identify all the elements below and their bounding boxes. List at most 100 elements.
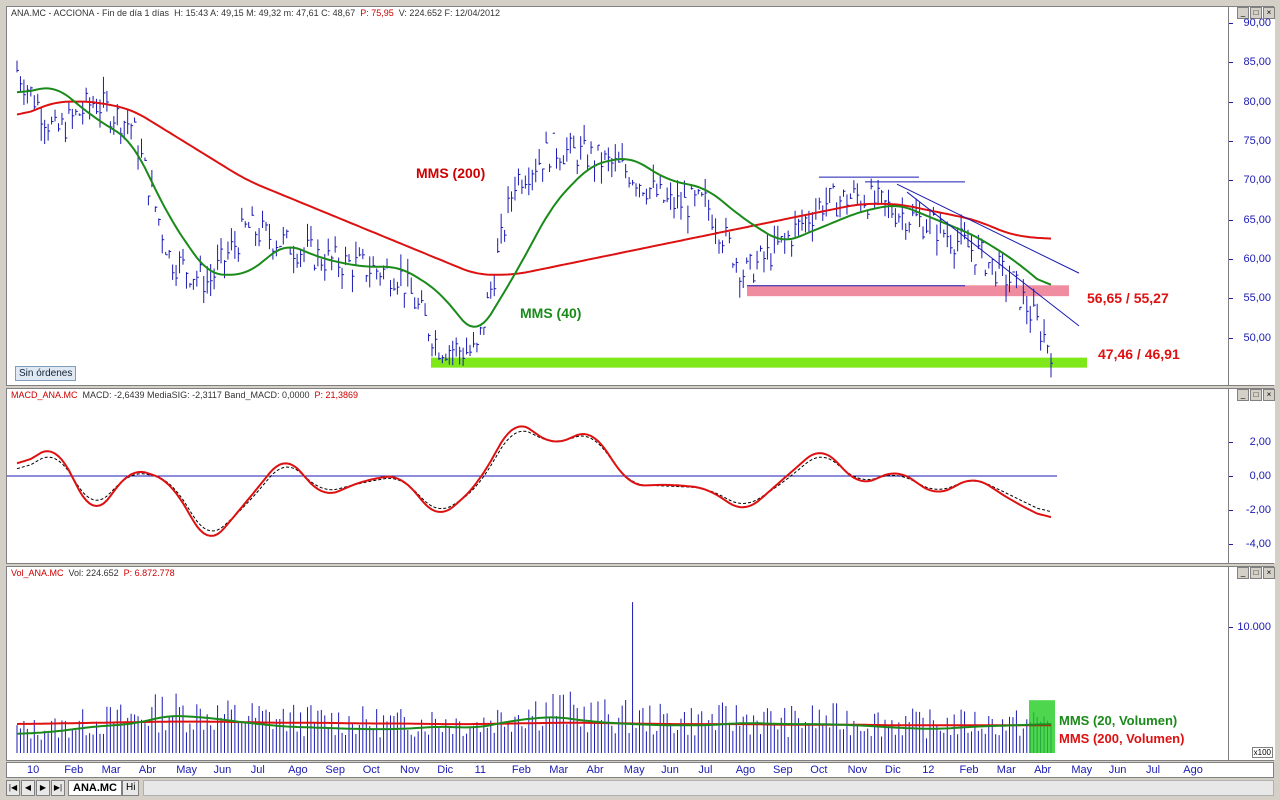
y-tick-mark [1229, 258, 1233, 260]
mms200-line [16, 100, 1052, 276]
volume-header-values: Vol: 224.652 [68, 568, 119, 578]
macd-line [16, 425, 1052, 537]
x-tick-label: May [623, 764, 645, 776]
macd-chart-svg [7, 425, 1057, 537]
last-icon[interactable]: ▶| [51, 780, 65, 796]
tab-ana-mc[interactable]: ANA.MC [68, 780, 122, 796]
price-chart-svg [16, 60, 1087, 378]
y-tick-mark [1229, 180, 1233, 182]
y-tick-label: -2,00 [1245, 503, 1271, 516]
volume-header: Vol_ANA.MC Vol: 224.652 P: 6.872.778 [11, 568, 175, 578]
volume-bars [16, 602, 1052, 753]
trendline-upper [896, 183, 1080, 274]
x-tick-label: Abr [1034, 764, 1052, 776]
price-header: ANA.MC - ACCIONA - Fin de día 1 días H: … [11, 8, 500, 18]
next-icon[interactable]: ▶ [36, 780, 50, 796]
close-icon[interactable]: × [1263, 7, 1275, 19]
y-tick-mark [1229, 101, 1233, 103]
y-tick-mark [1229, 509, 1233, 511]
y-tick-label: 50,00 [1243, 331, 1271, 344]
y-tick-mark [1229, 298, 1233, 300]
close-icon[interactable]: × [1263, 389, 1275, 401]
maximize-icon[interactable]: □ [1250, 567, 1262, 579]
mms40-line [16, 87, 1052, 328]
y-tick-label: 70,00 [1243, 174, 1271, 187]
x-tick-label: Ago [1183, 764, 1203, 776]
x-tick-label: May [1071, 764, 1093, 776]
annotation-vol-mms20: MMS (20, Volumen) [1059, 713, 1178, 728]
y-tick-mark [1229, 62, 1233, 64]
volume-header-name: Vol_ANA.MC [11, 568, 64, 578]
x-tick-label: Oct [810, 764, 828, 776]
y-tick-label: 75,00 [1243, 134, 1271, 147]
trendline-lower [906, 191, 1080, 327]
x-tick-label: 12 [922, 764, 935, 776]
x-tick-label: Jun [213, 764, 232, 776]
annotation-support: 47,46 / 46,91 [1098, 346, 1180, 362]
x-tick-label: Feb [959, 764, 979, 776]
y-tick-mark [1229, 543, 1233, 545]
x-tick-label: Nov [400, 764, 420, 776]
x-tick-label: Jul [1146, 764, 1161, 776]
annotation-mms200: MMS (200) [416, 165, 486, 181]
annotation-resistance: 56,65 / 55,27 [1087, 290, 1169, 306]
volume-plot[interactable]: Vol_ANA.MC Vol: 224.652 P: 6.872.778 MMS… [7, 567, 1228, 760]
x-tick-label: Sep [773, 764, 793, 776]
x-tick-label: Mar [549, 764, 569, 776]
volume-highlight [1029, 700, 1055, 753]
macd-pane[interactable]: MACD_ANA.MC MACD: -2,6439 MediaSIG: -2,3… [6, 388, 1275, 564]
price-bars [16, 60, 1053, 378]
volume-chart-svg [16, 602, 1055, 753]
prev-icon[interactable]: ◀ [21, 780, 35, 796]
x-tick-label: Ago [735, 764, 756, 776]
horizontal-scrollbar[interactable] [143, 780, 1274, 796]
minimize-icon[interactable]: _ [1237, 7, 1249, 19]
scale-badge[interactable]: x100 [1251, 747, 1273, 758]
maximize-icon[interactable]: □ [1250, 7, 1262, 19]
support-band [431, 357, 1087, 368]
x-tick-label: Ago [288, 764, 308, 776]
x-tick-label: Abr [138, 764, 157, 776]
x-tick-label: Mar [101, 764, 121, 776]
y-tick-label: 65,00 [1243, 213, 1271, 226]
x-tick-label: Jun [661, 764, 679, 776]
macd-header: MACD_ANA.MC MACD: -2,6439 MediaSIG: -2,3… [11, 390, 358, 400]
price-y-axis: _ □ × 50,00 55,00 60,00 65,00 70,00 75,00 80,0… [1228, 7, 1275, 385]
volume-pane[interactable]: Vol_ANA.MC Vol: 224.652 P: 6.872.778 MMS… [6, 566, 1275, 761]
price-plot[interactable]: ANA.MC - ACCIONA - Fin de día 1 días H: … [7, 7, 1228, 385]
price-header-p: P: 75,95 [360, 8, 394, 18]
y-tick-label: -4,00 [1245, 537, 1271, 550]
y-tick-mark [1229, 22, 1233, 24]
maximize-icon[interactable]: □ [1250, 389, 1262, 401]
y-tick-mark [1229, 442, 1233, 444]
macd-header-values: MACD: -2,6439 MediaSIG: -2,3117 Band_MAC… [82, 390, 310, 400]
minimize-icon[interactable]: _ [1237, 567, 1249, 579]
first-icon[interactable]: |◀ [6, 780, 20, 796]
x-tick-label: Feb [64, 764, 84, 776]
orders-badge[interactable]: Sin órdenes [15, 366, 77, 381]
x-axis: 10 Feb Mar Abr May Jun Jul Ago Sep Oct Nov Dic 11 Feb… [6, 762, 1274, 778]
x-tick-label: May [176, 764, 197, 776]
x-tick-label: Jun [1108, 764, 1127, 776]
vol-mms20-line [16, 715, 1052, 735]
x-tick-label: Mar [996, 764, 1016, 776]
volume-window-buttons: _ □ × [1237, 567, 1275, 579]
annotation-vol-mms200: MMS (200, Volumen) [1059, 731, 1185, 746]
x-tick-label: Sep [325, 764, 345, 776]
minimize-icon[interactable]: _ [1237, 389, 1249, 401]
macd-header-p: P: 21,3869 [314, 390, 359, 400]
x-tick-label: Dic [884, 764, 901, 776]
y-tick-mark [1229, 627, 1233, 629]
close-icon[interactable]: × [1263, 567, 1275, 579]
x-tick-label: Dic [437, 764, 454, 776]
macd-header-name: MACD_ANA.MC [11, 390, 78, 400]
y-tick-mark [1229, 476, 1233, 477]
tab-other[interactable]: Hi [122, 780, 140, 796]
y-tick-mark [1229, 337, 1233, 339]
macd-plot[interactable]: MACD_ANA.MC MACD: -2,6439 MediaSIG: -2,3… [7, 389, 1228, 563]
volume-header-p: P: 6.872.778 [123, 568, 175, 578]
x-tick-label: Jul [250, 764, 265, 776]
bottom-navigation: |◀ ◀ ▶ ▶| ANA.MC Hi [6, 779, 1274, 797]
y-tick-label: 60,00 [1243, 252, 1271, 265]
price-pane[interactable]: ANA.MC - ACCIONA - Fin de día 1 días H: … [6, 6, 1275, 386]
